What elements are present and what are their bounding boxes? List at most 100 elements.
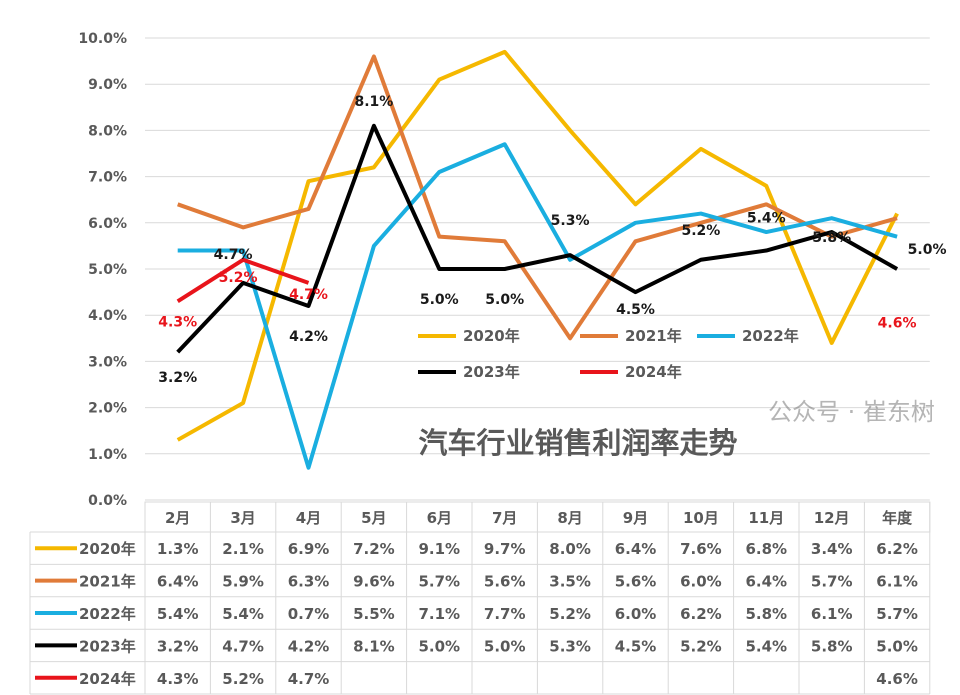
data-label: 4.3% [158, 314, 197, 330]
table-cell: 2.1% [222, 540, 264, 558]
table-cell: 7.6% [680, 540, 722, 558]
y-tick-label: 3.0% [88, 354, 127, 370]
table-cell: 4.6% [876, 670, 918, 688]
table-cell: 6.0% [615, 605, 657, 623]
y-tick-label: 8.0% [88, 123, 127, 139]
table-row-label: 2020年 [79, 540, 136, 558]
table-row-label: 2023年 [79, 637, 136, 655]
x-category-label: 7月 [492, 509, 517, 527]
series-line-2020年 [176, 49, 899, 442]
table-row-label: 2021年 [79, 573, 136, 591]
data-label: 5.2% [681, 223, 720, 239]
table-cell: 8.0% [549, 540, 591, 558]
x-category-label: 6月 [427, 509, 452, 527]
table-cell: 5.8% [811, 637, 853, 655]
table-cell: 7.7% [484, 605, 526, 623]
table-cell: 8.1% [353, 637, 395, 655]
table-cell: 0.7% [288, 605, 330, 623]
table-cell: 5.4% [157, 605, 199, 623]
table-cell: 6.8% [745, 540, 787, 558]
table-cell: 5.9% [222, 573, 264, 591]
table-cell: 3.5% [549, 573, 591, 591]
table-cell: 5.4% [222, 605, 264, 623]
data-label: 4.2% [289, 329, 328, 345]
data-label: 5.8% [812, 230, 851, 246]
data-label: 5.0% [420, 292, 459, 308]
table-cell: 5.2% [549, 605, 591, 623]
table-cell: 3.2% [157, 637, 199, 655]
table-cell: 9.6% [353, 573, 395, 591]
y-tick-label: 7.0% [88, 170, 127, 186]
table-cell: 5.7% [876, 605, 918, 623]
table-cell: 6.0% [680, 573, 722, 591]
table-cell: 6.4% [615, 540, 657, 558]
y-tick-label: 5.0% [88, 262, 127, 278]
table-cell: 9.7% [484, 540, 526, 558]
table-cell: 4.7% [288, 670, 330, 688]
table-cell: 5.8% [745, 605, 787, 623]
legend-label: 2022年 [742, 327, 799, 345]
y-tick-label: 4.0% [88, 308, 127, 324]
table-cell: 5.4% [745, 637, 787, 655]
y-tick-label: 1.0% [88, 447, 127, 463]
table-cell: 5.6% [484, 573, 526, 591]
data-label: 8.1% [354, 94, 393, 110]
data-label: 4.6% [878, 315, 917, 331]
data-label: 5.0% [485, 292, 524, 308]
table-cell: 5.7% [418, 573, 460, 591]
legend-label: 2021年 [625, 327, 682, 345]
table-cell: 4.7% [222, 637, 264, 655]
legend-label: 2020年 [463, 327, 520, 345]
table-cell: 5.7% [811, 573, 853, 591]
series-line-2022年 [177, 142, 898, 470]
data-label: 5.4% [747, 211, 786, 227]
table-cell: 5.2% [222, 670, 264, 688]
table-cell: 4.2% [288, 637, 330, 655]
x-category-label: 12月 [814, 509, 850, 527]
series-line-2024年 [176, 257, 310, 304]
x-category-label: 2月 [165, 509, 190, 527]
data-label: 3.2% [158, 370, 197, 386]
table-cell: 4.3% [157, 670, 199, 688]
data-label: 4.7% [214, 247, 253, 263]
data-label: 4.5% [616, 302, 655, 318]
series-line-2021年 [177, 54, 898, 341]
series-line-2023年 [176, 123, 899, 354]
table-cell: 5.0% [418, 637, 460, 655]
table-cell: 9.1% [418, 540, 460, 558]
data-label: 5.0% [908, 242, 947, 258]
table-cell: 6.1% [876, 573, 918, 591]
x-category-label: 8月 [557, 509, 582, 527]
data-label: 5.2% [219, 270, 258, 286]
chart-title: 汽车行业销售利润率走势 [418, 426, 737, 460]
y-tick-label: 10.0% [78, 31, 127, 47]
table-cell: 5.0% [484, 637, 526, 655]
table-cell: 6.3% [288, 573, 330, 591]
table-cell: 6.1% [811, 605, 853, 623]
table-cell: 1.3% [157, 540, 199, 558]
y-tick-label: 0.0% [88, 493, 127, 509]
table-cell: 4.5% [615, 637, 657, 655]
legend-label: 2024年 [625, 363, 682, 381]
x-category-label: 3月 [230, 509, 255, 527]
data-label: 5.3% [551, 213, 590, 229]
y-tick-label: 9.0% [88, 77, 127, 93]
table-cell: 5.6% [615, 573, 657, 591]
table-cell: 5.5% [353, 605, 395, 623]
table-cell: 7.1% [418, 605, 460, 623]
table-row-label: 2022年 [79, 605, 136, 623]
table-cell: 6.2% [680, 605, 722, 623]
table-cell: 5.0% [876, 637, 918, 655]
table-cell: 6.4% [157, 573, 199, 591]
table-cell: 3.4% [811, 540, 853, 558]
x-category-label: 11月 [748, 509, 784, 527]
table-cell: 6.2% [876, 540, 918, 558]
data-label: 4.7% [289, 287, 328, 303]
x-category-label: 10月 [683, 509, 719, 527]
table-cell: 7.2% [353, 540, 395, 558]
x-category-label: 5月 [361, 509, 386, 527]
watermark: 公众号 · 崔东树 [768, 398, 935, 426]
table-cell: 5.2% [680, 637, 722, 655]
